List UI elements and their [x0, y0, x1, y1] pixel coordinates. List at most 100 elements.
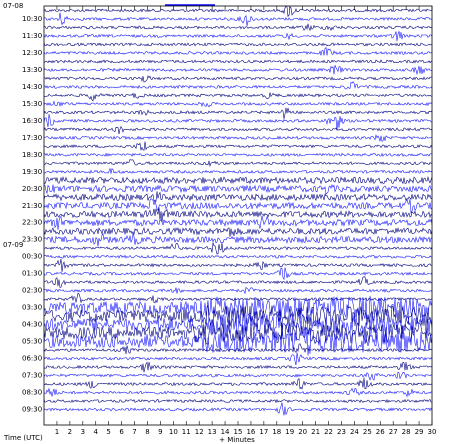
- trace: [43, 59, 433, 64]
- trace: [43, 107, 433, 119]
- trace: [43, 168, 433, 174]
- x-tick-label: 16: [246, 428, 255, 436]
- trace: [43, 31, 433, 42]
- x-tick-label: 22: [324, 428, 333, 436]
- trace: [43, 242, 433, 255]
- y-axis-label: Time (UTC): [3, 434, 43, 442]
- trace: [43, 152, 433, 157]
- time-label: 09:30: [22, 406, 42, 414]
- x-tick-label: 9: [158, 428, 162, 436]
- trace: [43, 343, 433, 355]
- trace: [43, 258, 433, 272]
- x-tick-label: 2: [68, 428, 72, 436]
- x-tick-label: 21: [311, 428, 320, 436]
- time-label: 11:30: [22, 32, 42, 40]
- x-tick-label: 27: [389, 428, 398, 436]
- x-tick-label: 19: [285, 428, 294, 436]
- time-label: 00:30: [22, 253, 42, 261]
- x-tick-label: 17: [259, 428, 268, 436]
- trace: [43, 215, 433, 230]
- trace: [43, 100, 433, 108]
- time-label: 14:30: [22, 83, 42, 91]
- x-axis-label: + Minutes: [219, 436, 255, 444]
- time-label: 01:30: [22, 270, 42, 278]
- date-label: 07-09: [3, 241, 23, 249]
- time-label: 19:30: [22, 168, 42, 176]
- x-tick-label: 20: [298, 428, 307, 436]
- trace: [43, 207, 433, 223]
- time-label: 20:30: [22, 185, 42, 193]
- x-tick-label: 14: [221, 428, 230, 436]
- date-label: 07-08: [3, 2, 23, 10]
- trace: [43, 352, 433, 366]
- x-tick-label: 6: [119, 428, 124, 436]
- trace: [43, 81, 433, 90]
- time-label: 18:30: [22, 151, 42, 159]
- time-label: 02:30: [22, 287, 42, 295]
- trace: [43, 286, 433, 295]
- trace: [43, 6, 432, 17]
- time-label: 15:30: [22, 100, 42, 108]
- time-label: 16:30: [22, 117, 42, 125]
- x-tick-label: 26: [376, 428, 385, 436]
- x-tick-label: 5: [106, 428, 110, 436]
- time-label: 17:30: [22, 134, 42, 142]
- trace: [43, 227, 433, 237]
- trace: [43, 321, 433, 345]
- trace: [43, 387, 433, 398]
- trace: [43, 267, 433, 281]
- x-tick-label: 7: [132, 428, 136, 436]
- x-tick-label: 24: [350, 428, 359, 436]
- trace: [43, 92, 433, 102]
- trace: [43, 198, 433, 214]
- trace: [43, 23, 433, 32]
- trace: [43, 402, 433, 416]
- trace: [43, 126, 433, 135]
- x-tick-label: 23: [337, 428, 346, 436]
- time-label: 04:30: [22, 321, 42, 329]
- x-tick-label: 28: [402, 428, 411, 436]
- x-tick-label: 3: [81, 428, 85, 436]
- x-tick-label: 18: [272, 428, 281, 436]
- trace: [43, 64, 433, 76]
- trace: [43, 371, 433, 381]
- time-label: 13:30: [22, 66, 42, 74]
- trace: [43, 292, 433, 304]
- time-label: 07:30: [22, 372, 42, 380]
- x-tick-label: 8: [145, 428, 149, 436]
- time-label: 22:30: [22, 219, 42, 227]
- trace: [43, 42, 433, 47]
- x-tick-label: 11: [182, 428, 191, 436]
- trace: [43, 12, 433, 27]
- time-label: 05:30: [22, 338, 42, 346]
- trace: [44, 134, 433, 142]
- trace: [43, 361, 433, 373]
- x-tick-label: 29: [415, 428, 424, 436]
- time-label: 23:30: [22, 236, 42, 244]
- trace: [43, 159, 433, 168]
- trace: [43, 232, 433, 247]
- trace: [43, 176, 433, 185]
- time-label: 21:30: [22, 202, 42, 210]
- x-tick-label: 15: [234, 428, 243, 436]
- x-tick-label: 1: [55, 428, 59, 436]
- trace: [44, 276, 433, 288]
- time-label: 12:30: [22, 49, 42, 57]
- trace: [43, 326, 433, 356]
- x-tick-label: 4: [93, 428, 98, 436]
- time-label: 06:30: [22, 355, 42, 363]
- trace: [43, 398, 433, 404]
- x-tick-label: 12: [195, 428, 204, 436]
- time-label: 08:30: [22, 389, 42, 397]
- trace: [43, 114, 433, 131]
- trace: [43, 191, 433, 202]
- x-tick-label: 10: [169, 428, 178, 436]
- time-label: 03:30: [22, 304, 42, 312]
- trace: [43, 304, 433, 327]
- trace: [43, 46, 433, 56]
- x-tick-label: 13: [208, 428, 217, 436]
- x-tick-label: 25: [363, 428, 372, 436]
- trace: [43, 254, 433, 259]
- time-label: 10:30: [22, 15, 42, 23]
